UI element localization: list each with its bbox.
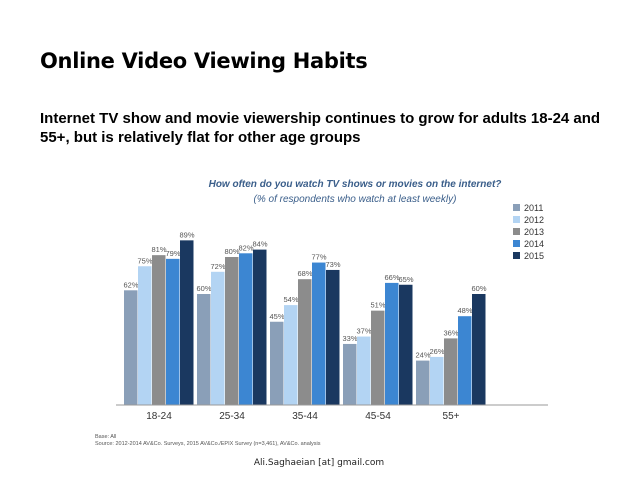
bar-value-label: 79% [165,249,180,258]
bar-18-24-2013 [152,255,166,405]
legend-swatch [513,204,520,211]
bar-55+-2014 [458,316,472,405]
legend-label: 2014 [524,239,544,249]
legend-swatch [513,240,520,247]
legend-label: 2013 [524,227,544,237]
legend-swatch [513,216,520,223]
legend-label: 2015 [524,251,544,261]
bar-35-44-2014 [312,262,326,405]
legend-swatch [513,252,520,259]
category-label: 25-34 [219,411,245,422]
bar-value-label: 73% [325,260,340,269]
legend-swatch [513,228,520,235]
bar-value-label: 37% [356,327,371,336]
bar-value-label: 33% [342,334,357,343]
category-label: 45-54 [365,411,391,422]
bar-value-label: 54% [283,295,298,304]
bar-value-label: 62% [123,280,138,289]
bar-group: 62% 75% 81%79% 89% 60% 72% 80%82%84% 45% 54% 68% 7… [123,230,487,405]
bar-value-label: 84% [252,240,267,249]
bar-value-label: 45% [269,312,284,321]
category-label: 18-24 [146,411,172,422]
bar-18-24-2012 [138,266,152,405]
bar-25-34-2015 [253,249,267,405]
chart-subtitle: (% of respondents who watch at least wee… [254,194,457,205]
legend-label: 2012 [524,215,544,225]
bar-45-54-2015 [399,284,413,405]
category-label: 55+ [443,411,460,422]
bar-55+-2013 [444,338,458,405]
bar-value-label: 48% [457,306,472,315]
bar-35-44-2013 [298,279,312,405]
bar-45-54-2011 [343,343,357,405]
bar-55+-2012 [430,356,444,405]
bar-value-label: 51% [370,301,385,310]
chart-title: How often do you watch TV shows or movie… [209,179,502,190]
base-note: Base: All [95,434,116,440]
footer-email: Ali.Saghaeian [at] gmail.com [253,458,385,468]
source-note: Source: 2012-2014 AV&Co. Surveys, 2015 A… [95,441,321,447]
bar-45-54-2014 [385,282,399,405]
bar-value-label: 24% [415,351,430,360]
bar-value-label: 68% [297,269,312,278]
bar-value-label: 80% [224,247,239,256]
bar-25-34-2011 [197,294,211,405]
bar-25-34-2014 [239,253,253,405]
bar-25-34-2012 [211,271,225,405]
bar-value-label: 60% [471,284,486,293]
legend: 2011 2012 2013 2014 2015 [513,203,544,261]
bar-value-label: 36% [443,328,458,337]
bar-55+-2011 [416,360,430,405]
bar-value-label: 89% [179,230,194,239]
bar-value-label: 26% [429,347,444,356]
slide-subtitle: Internet TV show and movie viewership co… [40,110,601,146]
bar-value-label: 81% [151,245,166,254]
bar-45-54-2013 [371,310,385,405]
bar-18-24-2011 [124,290,138,405]
bar-value-label: 75% [137,256,152,265]
bar-value-label: 82% [238,243,253,252]
legend-label: 2011 [524,203,543,213]
bar-18-24-2015 [180,240,194,405]
bar-18-24-2014 [166,258,180,405]
bar-value-label: 72% [210,262,225,271]
bar-value-label: 60% [196,284,211,293]
bar-25-34-2013 [225,257,239,405]
slide-title: Online Video Viewing Habits [40,49,368,73]
bar-value-label: 66% [384,273,399,282]
category-labels: 18-24 25-34 35-44 45-54 55+ [146,411,459,422]
bar-35-44-2015 [326,269,340,405]
bar-55+-2015 [472,294,486,405]
bar-value-label: 65% [398,275,413,284]
bar-value-label: 77% [311,253,326,262]
bar-35-44-2011 [270,321,284,405]
category-label: 35-44 [292,411,318,422]
bar-35-44-2012 [284,305,298,405]
bar-45-54-2012 [357,336,371,405]
